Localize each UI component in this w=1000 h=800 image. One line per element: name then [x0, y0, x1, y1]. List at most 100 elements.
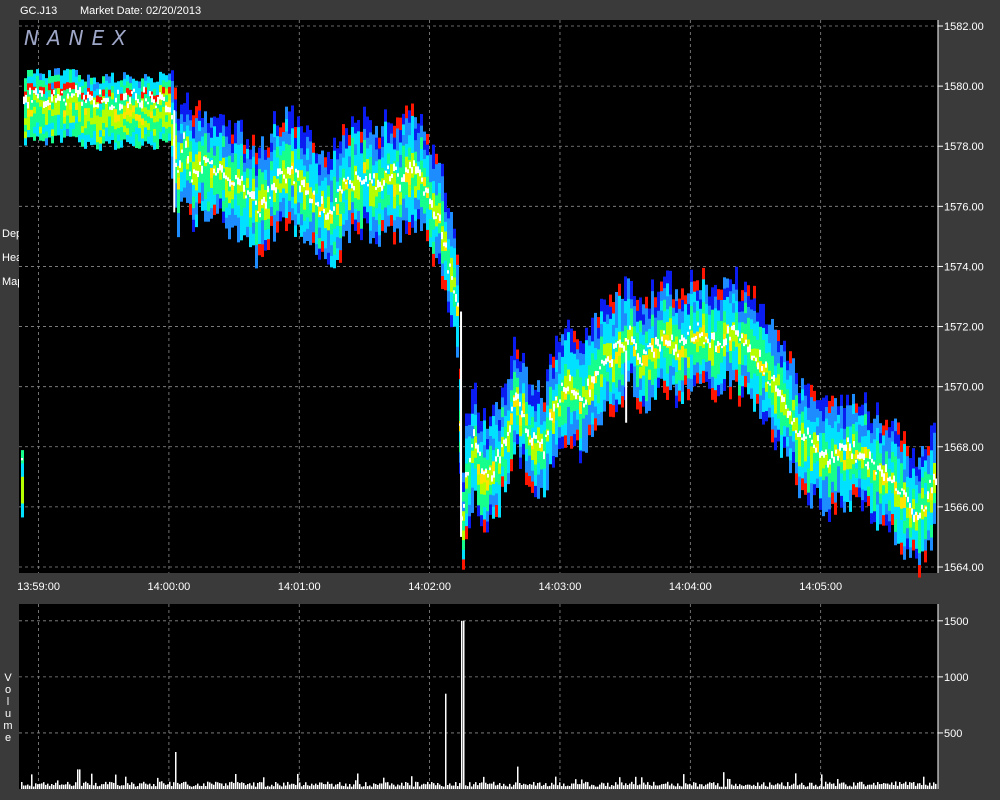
- depth-cell: [273, 163, 276, 177]
- trade-tick: [391, 173, 393, 179]
- depth-cell: [483, 408, 486, 422]
- depth-cell: [537, 450, 540, 464]
- depth-cell: [300, 214, 303, 226]
- depth-cell: [486, 459, 489, 471]
- depth-cell: [99, 130, 102, 138]
- depth-cell: [126, 94, 129, 103]
- trade-tick: [355, 171, 357, 175]
- trade-tick: [243, 184, 245, 192]
- depth-cell: [228, 214, 231, 228]
- depth-cell: [858, 442, 861, 453]
- depth-cell: [927, 474, 930, 485]
- depth-cell: [207, 191, 210, 203]
- depth-cell: [273, 150, 276, 164]
- depth-cell: [192, 196, 195, 209]
- depth-cell: [525, 378, 528, 391]
- depth-cell: [237, 205, 240, 219]
- depth-cell: [618, 295, 621, 309]
- depth-cell: [378, 235, 381, 247]
- depth-cell: [702, 359, 705, 372]
- depth-cell: [522, 383, 525, 394]
- depth-cell: [711, 287, 714, 300]
- depth-cell: [852, 403, 855, 415]
- depth-cell: [204, 188, 207, 200]
- depth-cell: [294, 126, 297, 139]
- trade-tick: [739, 338, 741, 341]
- depth-cell: [540, 424, 543, 435]
- depth-cell: [885, 419, 888, 431]
- depth-cell: [933, 432, 936, 444]
- depth-cell: [417, 132, 420, 144]
- depth-cell: [813, 432, 816, 444]
- depth-cell: [579, 413, 582, 427]
- depth-cell: [288, 133, 291, 146]
- trade-tick: [867, 461, 869, 470]
- trade-tick: [797, 432, 799, 438]
- depth-cell: [141, 125, 144, 133]
- volume-bar: [149, 783, 151, 789]
- trade-tick: [901, 488, 903, 491]
- depth-cell: [558, 384, 561, 396]
- volume-bar: [913, 781, 915, 789]
- volume-bar: [303, 785, 305, 789]
- depth-cell: [597, 349, 600, 361]
- volume-bar: [439, 784, 441, 789]
- depth-cell: [309, 141, 312, 154]
- depth-cell: [408, 197, 411, 211]
- depth-cell: [132, 92, 135, 100]
- depth-cell: [333, 163, 336, 178]
- depth-cell: [48, 103, 51, 111]
- time-tick-label: 14:00:00: [147, 581, 190, 593]
- depth-cell: [822, 421, 825, 434]
- volume-bar: [99, 785, 101, 789]
- depth-cell: [294, 148, 297, 161]
- depth-cell: [918, 469, 921, 483]
- depth-cell: [723, 288, 726, 301]
- depth-cell: [216, 184, 219, 195]
- trade-tick: [847, 437, 849, 442]
- depth-cell: [915, 521, 918, 532]
- depth-cell: [846, 490, 849, 503]
- depth-cell: [489, 435, 492, 447]
- depth-cell: [114, 82, 117, 90]
- depth-cell: [531, 416, 534, 429]
- depth-cell: [879, 493, 882, 505]
- volume-bar: [865, 786, 867, 789]
- depth-cell: [435, 195, 438, 207]
- depth-cell: [54, 128, 57, 136]
- depth-cell: [48, 70, 51, 78]
- depth-cell: [156, 121, 159, 129]
- depth-cell: [315, 244, 318, 255]
- depth-cell: [591, 377, 594, 390]
- depth-cell: [921, 519, 924, 531]
- depth-cell: [348, 188, 351, 201]
- depth-cell: [186, 125, 189, 138]
- depth-cell: [462, 540, 465, 551]
- depth-cell: [867, 486, 870, 497]
- depth-cell: [72, 69, 75, 77]
- trade-tick: [335, 197, 337, 202]
- depth-cell: [765, 362, 768, 374]
- volume-bar: [717, 783, 719, 789]
- trade-tick: [669, 340, 671, 347]
- depth-cell: [834, 432, 837, 446]
- depth-cell: [93, 137, 96, 145]
- depth-cell: [699, 299, 702, 310]
- depth-cell: [243, 153, 246, 164]
- depth-cell: [651, 385, 654, 398]
- volume-bar: [281, 786, 283, 789]
- depth-cell: [375, 137, 378, 151]
- volume-bar: [435, 785, 437, 789]
- trade-tick: [695, 335, 697, 340]
- depth-cell: [453, 306, 456, 318]
- depth-cell: [27, 76, 30, 84]
- depth-cell: [642, 314, 645, 326]
- depth-cell: [366, 137, 369, 150]
- depth-cell: [537, 415, 540, 428]
- depth-cell: [450, 269, 453, 282]
- depth-cell: [597, 317, 600, 329]
- depth-cell: [105, 127, 108, 135]
- volume-bar: [377, 784, 379, 789]
- depth-cell: [600, 374, 603, 388]
- depth-cell: [384, 109, 387, 123]
